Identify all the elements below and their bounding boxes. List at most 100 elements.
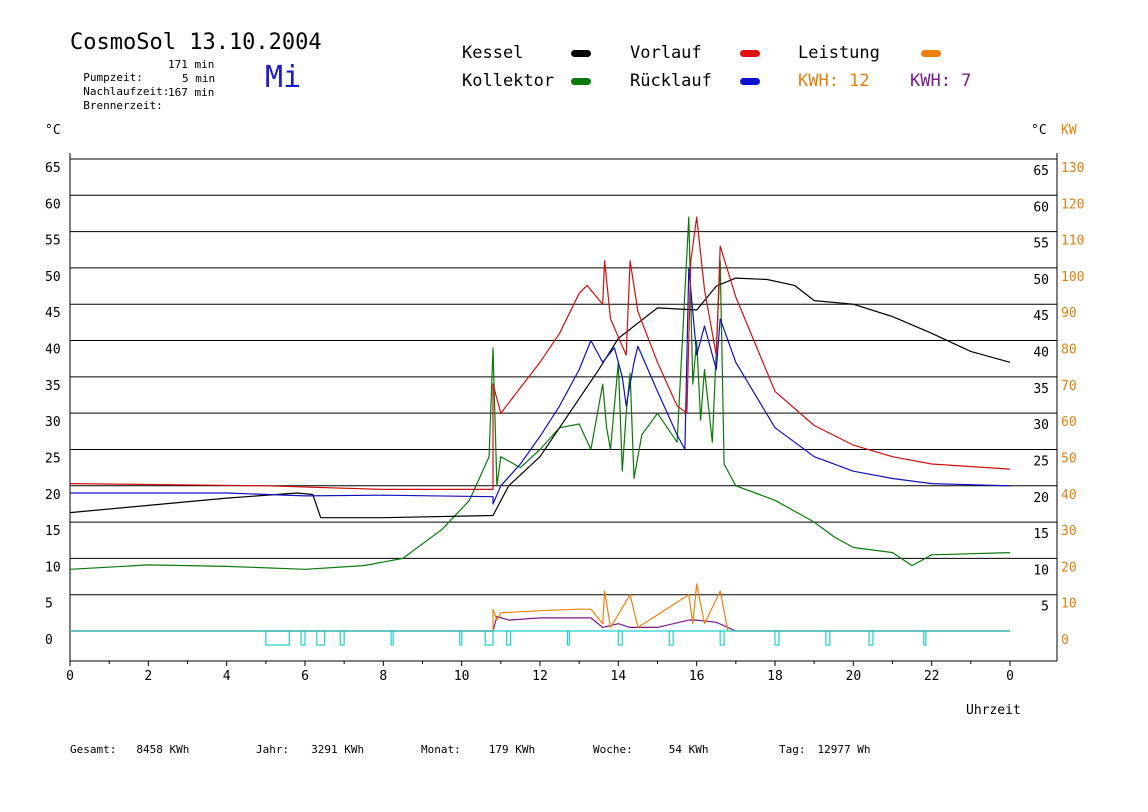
pump-block: [300, 630, 306, 646]
meta-label: Brennerzeit:: [83, 99, 163, 112]
y-tick-label-left: 45: [45, 306, 61, 321]
footer-gesamt: Gesamt: 8458 KWh: [70, 743, 189, 756]
x-tick-label: 18: [767, 669, 783, 684]
legend-kwh-purple: KWH: 7: [910, 71, 972, 91]
y-tick-label-kw: 120: [1061, 197, 1084, 212]
x-tick-label: 8: [379, 669, 387, 684]
footer-jahr: Jahr: 3291 KWh: [256, 743, 364, 756]
footer-label: Jahr:: [256, 743, 290, 756]
x-tick-label: 0: [1006, 669, 1014, 684]
y-tick-label-kw: 80: [1061, 343, 1077, 358]
series-line-leistung: [70, 583, 1010, 632]
legend-vorlauf-swatch: [740, 50, 760, 57]
y-tick-label-left: 15: [45, 524, 61, 539]
series-line-rcklauf: [70, 267, 1011, 505]
meta-label: Nachlaufzeit:: [83, 85, 170, 98]
pump-block: [825, 630, 831, 646]
y-tick-label-right: 55: [1033, 237, 1049, 252]
y-tick-label-right: 45: [1033, 309, 1049, 324]
y-tick-label-left: 60: [45, 197, 61, 212]
y-tick-label-left: 10: [45, 560, 61, 575]
y-axis-unit-kw: KW: [1061, 123, 1077, 138]
y-tick-label-right: 15: [1033, 527, 1049, 542]
series-line-kwhviolett: [70, 615, 1010, 632]
y-tick-label-kw: 0: [1061, 633, 1069, 648]
y-axis-unit-right: °C: [1031, 123, 1047, 138]
y-tick-label-kw: 50: [1061, 451, 1077, 466]
legend-ruecklauf-swatch: [740, 78, 760, 85]
y-tick-label-right: 60: [1033, 200, 1049, 215]
legend-kollektor-swatch: [571, 78, 591, 85]
legend-leistung-label: Leistung: [798, 43, 880, 63]
y-tick-label-kw: 30: [1061, 524, 1077, 539]
y-tick-label-right: 40: [1033, 346, 1049, 361]
pump-block: [316, 630, 326, 646]
weekday-label: Mi: [265, 60, 302, 95]
footer-woche: Woche: 54 KWh: [593, 743, 709, 756]
footer-label: Monat:: [421, 743, 461, 756]
legend-vorlauf-label: Vorlauf: [630, 43, 702, 63]
legend-kessel-label: Kessel: [462, 43, 524, 63]
y-tick-label-left: 30: [45, 415, 61, 430]
pump-block: [506, 630, 512, 646]
x-tick-label: 12: [532, 669, 548, 684]
footer-tag: Tag: 12977 Wh: [779, 743, 870, 756]
x-tick-label: 6: [301, 669, 309, 684]
footer-value: 179 KWh: [488, 743, 536, 756]
x-tick-label: 20: [846, 669, 862, 684]
y-axis-unit-left: °C: [45, 123, 61, 138]
y-tick-label-left: 25: [45, 451, 61, 466]
y-tick-label-kw: 40: [1061, 488, 1077, 503]
y-tick-label-left: 20: [45, 488, 61, 503]
pump-block: [484, 630, 494, 646]
footer-value: 8458 KWh: [136, 743, 190, 756]
footer-value: 12977 Wh: [817, 743, 871, 756]
x-tick-label: 10: [454, 669, 470, 684]
y-tick-label-kw: 20: [1061, 560, 1077, 575]
meta-row-pumpzeit: Pumpzeit: 171 min: [70, 58, 214, 84]
series-line-kessel: [69, 277, 1011, 519]
y-tick-label-kw: 70: [1061, 379, 1077, 394]
legend-kwh-orange: KWH: 12: [798, 71, 870, 91]
pump-block: [719, 630, 725, 646]
y-tick-label-right: 20: [1033, 491, 1049, 506]
meta-value: 171 min: [168, 58, 215, 71]
footer-label: Gesamt:: [70, 743, 117, 756]
pump-block: [868, 630, 874, 646]
y-tick-label-left: 55: [45, 234, 61, 249]
legend-ruecklauf-label: Rücklauf: [630, 71, 712, 91]
meta-row-brennerzeit: Brennerzeit: 167 min: [70, 86, 214, 112]
footer-value: 3291 KWh: [311, 743, 365, 756]
y-tick-label-left: 0: [45, 633, 53, 648]
meta-row-nachlaufzeit: Nachlaufzeit: 5 min: [70, 72, 215, 98]
pump-block: [459, 630, 463, 646]
pump-block: [265, 630, 290, 646]
y-tick-label-kw: 110: [1061, 234, 1084, 249]
x-tick-label: 16: [689, 669, 705, 684]
page-title: CosmoSol 13.10.2004: [70, 30, 322, 55]
legend-kollektor-label: Kollektor: [462, 71, 555, 91]
y-tick-label-left: 50: [45, 270, 61, 285]
pump-block: [923, 630, 927, 646]
pump-block: [774, 630, 780, 646]
footer-value: 54 KWh: [668, 743, 709, 756]
y-tick-label-kw: 10: [1061, 597, 1077, 612]
series-line-vorlauf: [69, 216, 1011, 490]
y-tick-label-right: 30: [1033, 418, 1049, 433]
y-tick-label-right: 25: [1033, 454, 1049, 469]
y-tick-label-right: 5: [1041, 600, 1049, 615]
x-tick-label: 22: [924, 669, 940, 684]
legend-kessel-swatch: [571, 50, 591, 57]
y-tick-label-right: 10: [1033, 563, 1049, 578]
meta-value: 5 min: [182, 72, 216, 85]
pump-block: [617, 630, 623, 646]
x-tick-label: 4: [223, 669, 231, 684]
pump-block: [339, 630, 345, 646]
y-tick-label-kw: 60: [1061, 415, 1077, 430]
series-line-kollektor: [69, 216, 1011, 570]
pump-block: [566, 630, 571, 646]
footer-label: Woche:: [593, 743, 633, 756]
y-tick-label-left: 40: [45, 343, 61, 358]
x-tick-label: 2: [144, 669, 152, 684]
